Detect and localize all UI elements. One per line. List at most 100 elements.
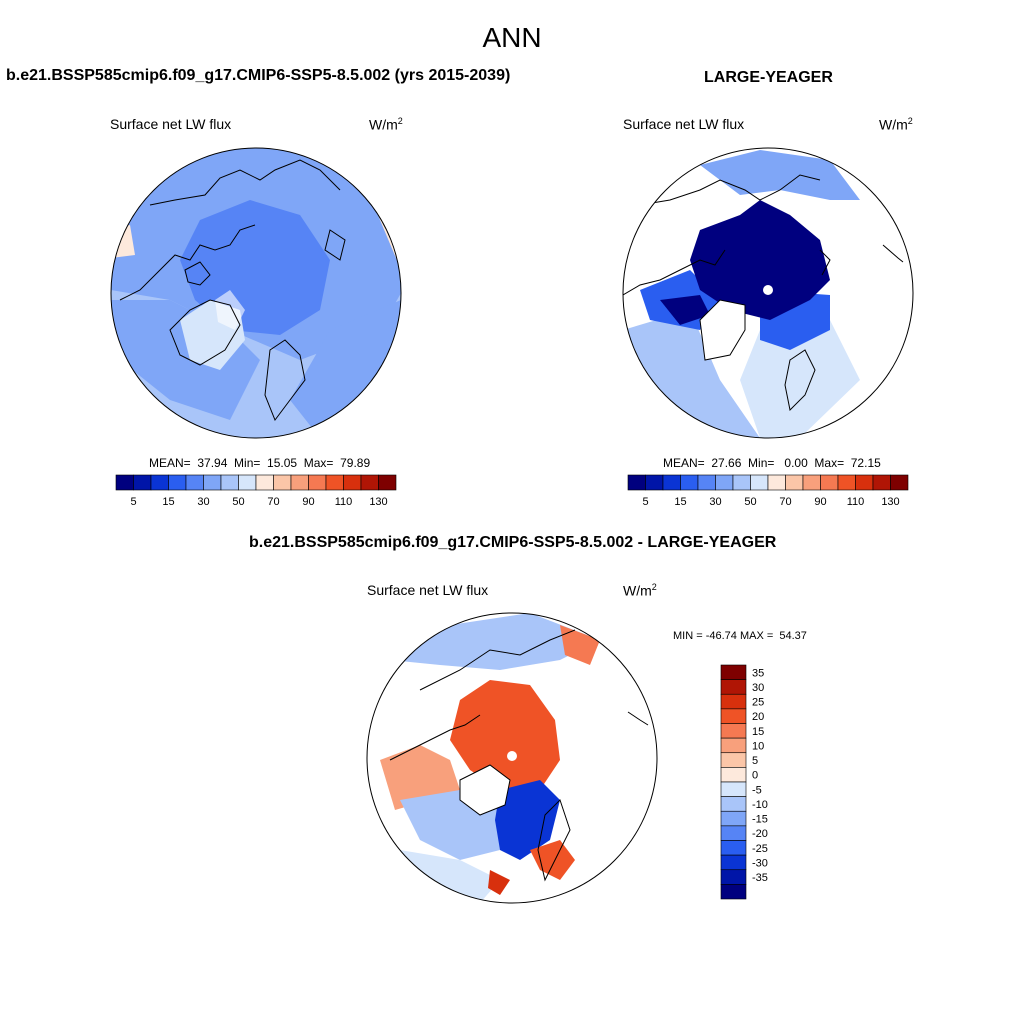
colorbar-tick-label: 50 [744,496,756,508]
colorbar-tick-label: 15 [752,726,764,738]
colorbar-swatch [890,474,909,491]
colorbar-tick-label: 25 [752,697,764,709]
colorbar-tick-label: 20 [752,711,764,723]
right-stats: MEAN= 27.66 Min= 0.00 Max= 72.15 [663,456,881,470]
colorbar-swatch [720,737,747,754]
colorbar-tick-label: 70 [267,496,279,508]
colorbar-swatch [802,474,821,491]
diff-unit-label: W/m2 [623,582,657,599]
colorbar-swatch [720,854,747,871]
colorbar-swatch [168,474,187,491]
colorbar-swatch [720,664,747,680]
colorbar-tick-label: -5 [752,784,762,796]
colorbar-swatch [715,474,734,491]
right-unit-label: W/m2 [879,116,913,133]
colorbar-swatch [720,840,747,856]
diff-variable-label: Surface net LW flux [367,582,489,598]
colorbar-tick-label: 5 [642,496,648,508]
colorbar-swatch [855,474,874,491]
colorbar-tick-label: 5 [752,755,758,767]
colorbar-tick-label: 90 [302,496,314,508]
colorbar-swatch [360,474,379,491]
left-stats: MEAN= 37.94 Min= 15.05 Max= 79.89 [149,456,371,470]
diff-polar-map [367,613,657,903]
colorbar-swatch [150,474,169,491]
colorbar-swatch [697,474,716,491]
colorbar-tick-label: 110 [847,496,865,508]
diff-stats: MIN = -46.74 MAX = 54.37 [673,630,807,642]
diff-panel-header: b.e21.BSSP585cmip6.f09_g17.CMIP6-SSP5-8.… [249,534,777,551]
colorbar-tick-label: 50 [232,496,244,508]
colorbar-swatch [750,474,769,491]
colorbar-tick-label: 10 [752,740,764,752]
colorbar-tick-label: 5 [130,496,136,508]
colorbar-swatch [720,796,747,812]
colorbar-swatch [785,474,804,491]
colorbar-swatch [720,708,747,724]
colorbar-tick-label: -20 [752,828,768,840]
colorbar-tick-label: 30 [197,496,209,508]
colorbar-tick-label: 110 [335,496,353,508]
left-panel-header: b.e21.BSSP585cmip6.f09_g17.CMIP6-SSP5-8.… [6,67,511,84]
colorbar-swatch [720,810,747,827]
colorbar-tick-label: 30 [752,682,764,694]
left-colorbar: 5 15 30 50 70 90 110 130 [115,474,397,508]
colorbar-tick-label: -35 [752,872,768,884]
colorbar-swatch [662,474,681,491]
colorbar-tick-label: 70 [779,496,791,508]
colorbar-swatch [720,825,747,841]
colorbar-tick-label: -15 [752,814,768,826]
colorbar-swatch [627,474,646,491]
colorbar-swatch [308,474,327,491]
colorbar-tick-label: 90 [814,496,826,508]
colorbar-swatch [273,474,292,491]
colorbar-swatch [720,693,747,710]
colorbar-tick-label: -10 [752,799,768,811]
colorbar-swatch [680,474,699,491]
right-map-border [622,147,914,439]
colorbar-swatch [720,723,747,739]
right-polar-map [623,148,913,438]
colorbar-tick-label: 0 [752,770,758,782]
colorbar-swatch [720,869,747,885]
colorbar-swatch [115,474,134,491]
colorbar-tick-label: -25 [752,843,768,855]
diff-map-border [366,612,658,904]
diff-colorbar: 35 30 25 20 15 10 5 0 -5 -10 -15 -20 -25 -30 -35 [720,664,768,900]
colorbar-swatch [645,474,664,491]
colorbar-swatch [185,474,204,491]
colorbar-tick-label: 130 [881,496,899,508]
colorbar-swatch [325,474,344,491]
colorbar-tick-label: 15 [162,496,174,508]
colorbar-swatch [767,474,786,491]
colorbar-swatch [820,474,839,491]
colorbar-swatch [720,752,747,768]
colorbar-swatch [720,679,747,695]
colorbar-swatch [732,474,751,491]
left-variable-label: Surface net LW flux [110,116,232,132]
figure-title: ANN [482,22,542,53]
colorbar-swatch [203,474,222,491]
colorbar-swatch [290,474,309,491]
colorbar-swatch [378,474,397,491]
left-unit-label: W/m2 [369,116,403,133]
colorbar-swatch [720,884,747,900]
left-polar-map [111,148,401,438]
right-variable-label: Surface net LW flux [623,116,745,132]
colorbar-tick-label: 35 [752,667,764,679]
colorbar-swatch [255,474,274,491]
colorbar-tick-label: 30 [709,496,721,508]
colorbar-swatch [720,767,747,783]
colorbar-tick-label: 130 [369,496,387,508]
right-colorbar: 5 15 30 50 70 90 110 130 [627,474,909,508]
right-panel-header: LARGE-YEAGER [704,69,833,86]
colorbar-swatch [133,474,152,491]
left-map-border [110,147,402,439]
colorbar-swatch [720,781,747,797]
colorbar-swatch [872,474,891,491]
colorbar-swatch [238,474,257,491]
colorbar-swatch [220,474,239,491]
colorbar-tick-label: -30 [752,857,768,869]
colorbar-swatch [837,474,856,491]
